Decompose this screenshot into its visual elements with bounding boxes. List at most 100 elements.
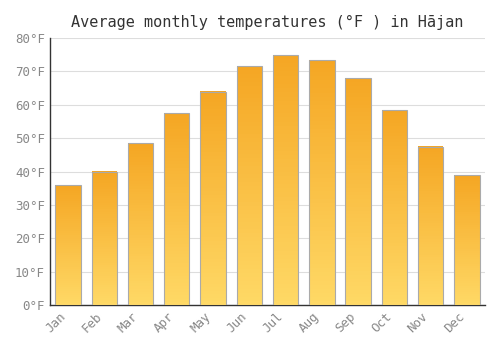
Bar	[418, 233, 444, 236]
Bar	[92, 218, 117, 220]
Bar	[164, 260, 190, 264]
Bar	[346, 108, 371, 112]
Bar	[346, 199, 371, 203]
Bar	[200, 113, 226, 117]
Bar	[309, 60, 334, 305]
Bar	[382, 123, 407, 126]
Bar	[92, 256, 117, 258]
Bar	[128, 191, 153, 195]
Bar	[382, 227, 407, 230]
Bar	[236, 110, 262, 114]
Bar	[273, 100, 298, 105]
Bar	[382, 178, 407, 181]
Bar	[382, 181, 407, 185]
Bar	[200, 241, 226, 245]
Bar	[382, 279, 407, 282]
Bar	[200, 102, 226, 106]
Bar	[418, 181, 444, 183]
Bar	[236, 265, 262, 269]
Bar	[346, 244, 371, 248]
Bar	[382, 259, 407, 263]
Bar	[200, 280, 226, 284]
Bar	[382, 295, 407, 299]
Bar	[200, 141, 226, 145]
Bar	[382, 220, 407, 224]
Bar	[92, 191, 117, 194]
Bar	[382, 172, 407, 175]
Bar	[92, 274, 117, 276]
Bar	[309, 244, 334, 248]
Bar	[128, 194, 153, 197]
Bar	[346, 229, 371, 233]
Bar	[273, 105, 298, 109]
Bar	[418, 199, 444, 202]
Bar	[92, 196, 117, 198]
Bar	[164, 282, 190, 286]
Bar	[92, 285, 117, 287]
Bar	[200, 209, 226, 212]
Bar	[454, 281, 479, 284]
Bar	[382, 132, 407, 136]
Bar	[273, 71, 298, 76]
Bar	[454, 194, 479, 197]
Bar	[236, 98, 262, 102]
Bar	[346, 256, 371, 260]
Bar	[128, 300, 153, 302]
Bar	[418, 257, 444, 260]
Bar	[273, 126, 298, 130]
Bar	[200, 91, 226, 95]
Bar	[418, 247, 444, 250]
Bar	[56, 239, 80, 241]
Bar	[164, 289, 190, 292]
Bar	[273, 96, 298, 101]
Bar	[309, 154, 334, 158]
Bar	[382, 149, 407, 152]
Bar	[454, 244, 479, 246]
Bar	[236, 233, 262, 237]
Bar	[382, 237, 407, 240]
Bar	[454, 303, 479, 305]
Bar	[56, 265, 80, 267]
Bar	[164, 225, 190, 228]
Bar	[309, 162, 334, 166]
Bar	[128, 264, 153, 267]
Bar	[309, 60, 334, 64]
Bar	[56, 207, 80, 209]
Bar	[56, 279, 80, 281]
Bar	[164, 116, 190, 120]
Bar	[92, 269, 117, 272]
Bar	[92, 205, 117, 207]
Bar	[273, 117, 298, 121]
Bar	[236, 205, 262, 210]
Bar	[309, 239, 334, 244]
Bar	[164, 139, 190, 142]
Bar	[236, 174, 262, 178]
Bar	[200, 255, 226, 259]
Bar	[454, 190, 479, 192]
Bar	[236, 222, 262, 225]
Bar	[418, 202, 444, 205]
Bar	[454, 181, 479, 184]
Bar	[273, 167, 298, 172]
Bar	[273, 146, 298, 151]
Bar	[236, 237, 262, 241]
Bar	[164, 215, 190, 219]
Bar	[236, 74, 262, 78]
Bar	[128, 173, 153, 176]
Bar	[56, 243, 80, 245]
Bar	[92, 174, 117, 176]
Bar	[164, 161, 190, 164]
Bar	[128, 221, 153, 224]
Bar	[346, 180, 371, 184]
Bar	[382, 272, 407, 276]
Bar	[164, 126, 190, 129]
Bar	[309, 236, 334, 240]
Bar	[236, 273, 262, 277]
Bar	[309, 97, 334, 101]
Bar	[273, 184, 298, 188]
Bar	[128, 275, 153, 278]
Bar	[382, 119, 407, 123]
Bar	[56, 237, 80, 239]
Bar	[273, 242, 298, 247]
Title: Average monthly temperatures (°F ) in Hājan: Average monthly temperatures (°F ) in Hā…	[71, 15, 464, 30]
